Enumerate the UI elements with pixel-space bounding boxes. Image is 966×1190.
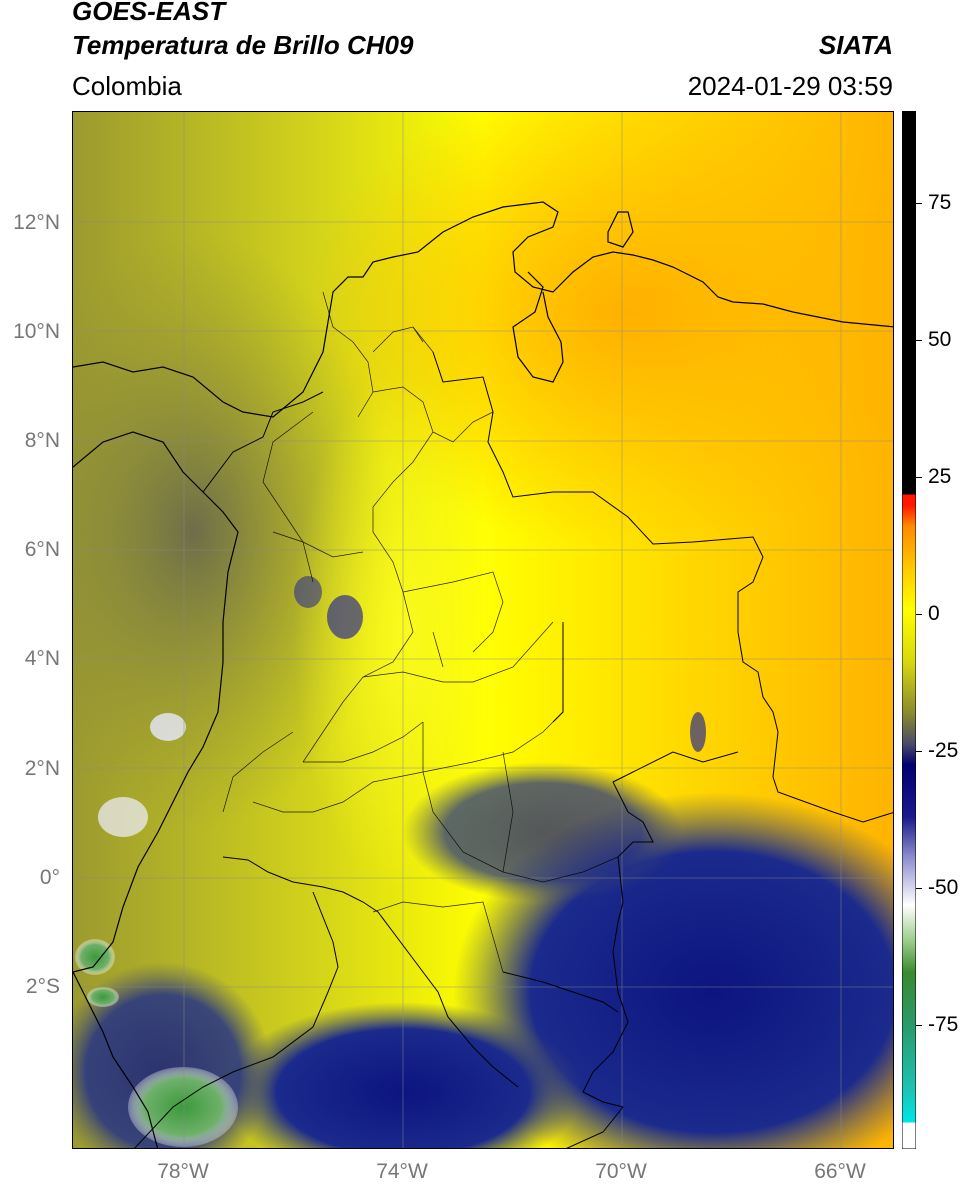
colorbar-tick [916, 203, 922, 204]
brand-label: SIATA [818, 30, 893, 60]
colorbar-tick [916, 751, 922, 752]
colorbar-tick [916, 340, 922, 341]
lat-label-12n: 12°N [13, 211, 60, 234]
colorbar-label-0: 0 [928, 602, 940, 625]
colorbar-tick [916, 614, 922, 615]
lon-label-74w: 74°W [376, 1160, 428, 1183]
lat-label-8n: 8°N [24, 429, 60, 452]
lat-label-4n: 4°N [24, 647, 60, 670]
lat-label-10n: 10°N [13, 320, 60, 343]
lat-label-6n: 6°N [24, 538, 60, 561]
satellite-title: GOES-EAST [72, 0, 226, 26]
colorbar-label-minus25: -25 [928, 739, 959, 762]
colorbar-graphic [901, 110, 917, 1150]
country-borders [134, 351, 893, 1148]
colorbar-tick [916, 477, 922, 478]
graticule [73, 112, 893, 1148]
product-title: Temperatura de Brillo CH09 [72, 30, 414, 60]
colorbar-tick [916, 888, 922, 889]
lon-label-78w: 78°W [157, 1160, 209, 1183]
region-label: Colombia [72, 71, 182, 101]
colorbar-label-minus75: -75 [928, 1013, 959, 1036]
colorbar-label-50: 50 [928, 328, 952, 351]
department-borders [222, 291, 619, 973]
lat-label-2s: 2°S [25, 975, 60, 998]
timestamp-label: 2024-01-29 03:59 [687, 71, 893, 101]
lon-label-70w: 70°W [595, 1160, 647, 1183]
lat-label-0: 0° [39, 866, 60, 889]
colorbar-label-minus50: -50 [928, 876, 959, 899]
map-canvas [73, 112, 893, 1148]
lon-label-66w: 66°W [814, 1160, 866, 1183]
lat-label-2n: 2°N [24, 757, 60, 780]
satellite-map[interactable] [72, 111, 894, 1149]
temperature-colorbar [901, 110, 917, 1150]
colorbar-label-25: 25 [928, 465, 952, 488]
coastlines [73, 201, 893, 1148]
colorbar-tick [916, 1025, 922, 1026]
colorbar-label-75: 75 [928, 191, 952, 214]
